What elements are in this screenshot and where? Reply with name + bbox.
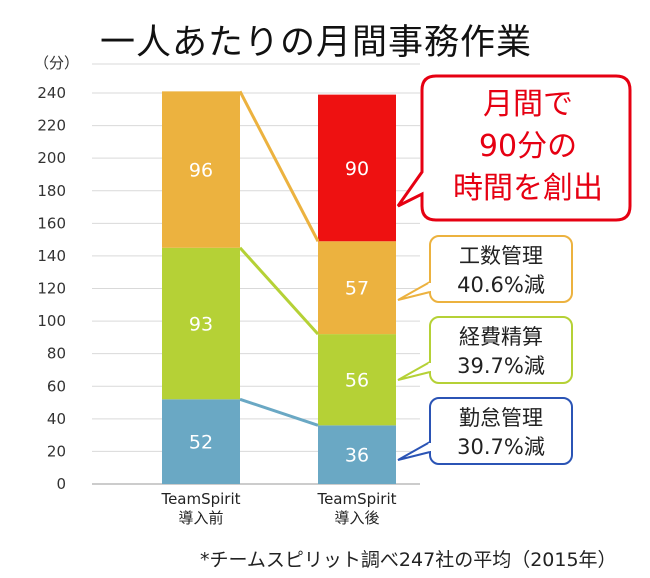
chart-title: 一人あたりの月間事務作業 bbox=[100, 23, 533, 63]
bar-segment bbox=[162, 91, 240, 248]
callout-box bbox=[429, 316, 573, 384]
connector-line bbox=[238, 246, 320, 336]
callout-text: 40.6%減 bbox=[457, 273, 545, 297]
y-tick-label: 220 bbox=[37, 117, 66, 135]
y-axis-unit: （分） bbox=[34, 54, 80, 72]
highlight-callout-text: 月間で bbox=[483, 87, 573, 122]
footnote: *チームスピリット調べ247社の平均（2015年） bbox=[200, 549, 617, 571]
x-category-label: TeamSpirit bbox=[160, 490, 240, 508]
y-tick-label: 160 bbox=[37, 214, 66, 232]
bar-segment bbox=[318, 94, 396, 242]
y-tick-label: 0 bbox=[56, 475, 66, 493]
callout-text: 30.7%減 bbox=[457, 435, 545, 459]
data-label: 52 bbox=[189, 432, 213, 454]
y-tick-label: 40 bbox=[47, 410, 66, 428]
y-tick-label: 140 bbox=[37, 247, 66, 265]
highlight-callout-text: 時間を創出 bbox=[453, 171, 603, 206]
bar-segment bbox=[318, 241, 396, 335]
callout-text: 勤怠管理 bbox=[459, 406, 543, 430]
data-label: 36 bbox=[345, 445, 369, 467]
y-tick-label: 100 bbox=[37, 312, 66, 330]
x-category-label: 導入前 bbox=[178, 509, 223, 527]
connector-line bbox=[239, 397, 319, 427]
data-label: 57 bbox=[345, 278, 369, 300]
bar-segment bbox=[162, 399, 240, 484]
data-label: 93 bbox=[189, 314, 213, 336]
data-label: 56 bbox=[345, 370, 369, 392]
callout-box bbox=[429, 397, 573, 465]
bar-segment bbox=[318, 334, 396, 426]
callout-text: 経費精算 bbox=[459, 325, 543, 349]
callout-pointer bbox=[397, 361, 431, 381]
data-label: 90 bbox=[345, 158, 369, 180]
bar-segment bbox=[318, 425, 396, 484]
y-tick-label: 20 bbox=[47, 442, 66, 460]
y-tick-label: 240 bbox=[37, 84, 66, 102]
y-tick-label: 200 bbox=[37, 149, 66, 167]
connector-line bbox=[238, 90, 320, 242]
y-tick-label: 180 bbox=[37, 182, 66, 200]
callout-box bbox=[429, 235, 573, 303]
callout-pointer bbox=[397, 441, 431, 461]
bar-segment bbox=[162, 247, 240, 400]
highlight-callout-text: 90分の bbox=[479, 129, 577, 164]
y-tick-label: 60 bbox=[47, 377, 66, 395]
y-tick-label: 80 bbox=[47, 345, 66, 363]
y-tick-label: 120 bbox=[37, 280, 66, 298]
highlight-callout-box bbox=[396, 74, 632, 222]
data-label: 96 bbox=[189, 160, 213, 182]
x-category-label: 導入後 bbox=[334, 509, 379, 527]
callout-pointer bbox=[397, 281, 431, 301]
callout-text: 39.7%減 bbox=[457, 354, 545, 378]
x-category-label: TeamSpirit bbox=[316, 490, 396, 508]
callout-text: 工数管理 bbox=[459, 244, 543, 268]
